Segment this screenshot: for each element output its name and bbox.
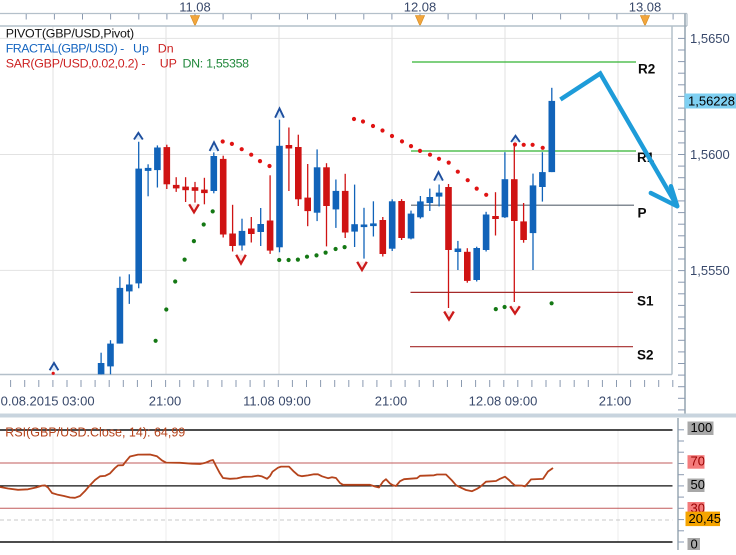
svg-text:21:00: 21:00	[599, 394, 632, 409]
svg-text:100: 100	[691, 420, 713, 435]
svg-text:21:00: 21:00	[149, 394, 182, 409]
svg-text:12.08 09:00: 12.08 09:00	[469, 394, 538, 409]
svg-text:50: 50	[691, 477, 705, 492]
svg-text:R2: R2	[638, 62, 655, 77]
svg-text:DN: 1,55358: DN: 1,55358	[183, 56, 250, 70]
svg-text:11.08 09:00: 11.08 09:00	[243, 394, 311, 409]
svg-text:S1: S1	[637, 294, 654, 309]
svg-text:Up: Up	[133, 41, 149, 55]
svg-text:11.08: 11.08	[179, 0, 211, 15]
svg-text:UP: UP	[160, 56, 177, 70]
svg-text:0: 0	[691, 537, 698, 551]
svg-text:10.08.2015 03:00: 10.08.2015 03:00	[0, 394, 95, 409]
svg-text:PIVOT(GBP/USD,Pivot): PIVOT(GBP/USD,Pivot)	[6, 26, 134, 40]
svg-text:20,45: 20,45	[689, 511, 722, 526]
svg-text:P: P	[638, 206, 647, 221]
svg-text:1,56228: 1,56228	[688, 94, 735, 109]
svg-text:FRACTAL(GBP/USD) -: FRACTAL(GBP/USD) -	[6, 41, 124, 55]
svg-text:21:00: 21:00	[375, 394, 408, 409]
svg-text:70: 70	[691, 454, 705, 469]
svg-text:1,5600: 1,5600	[690, 147, 730, 162]
svg-text:1,5650: 1,5650	[690, 31, 730, 46]
svg-text:13.08: 13.08	[629, 0, 662, 15]
svg-text:SAR(GBP/USD,0.02,0.2) -: SAR(GBP/USD,0.02,0.2) -	[6, 56, 146, 70]
svg-text:RSI(GBP/USD.Close, 14): 64,99: RSI(GBP/USD.Close, 14): 64,99	[5, 426, 185, 440]
svg-text:Dn: Dn	[158, 41, 174, 55]
svg-text:1,5550: 1,5550	[690, 263, 730, 278]
svg-text:S2: S2	[637, 348, 654, 363]
svg-text:12.08: 12.08	[404, 0, 437, 15]
